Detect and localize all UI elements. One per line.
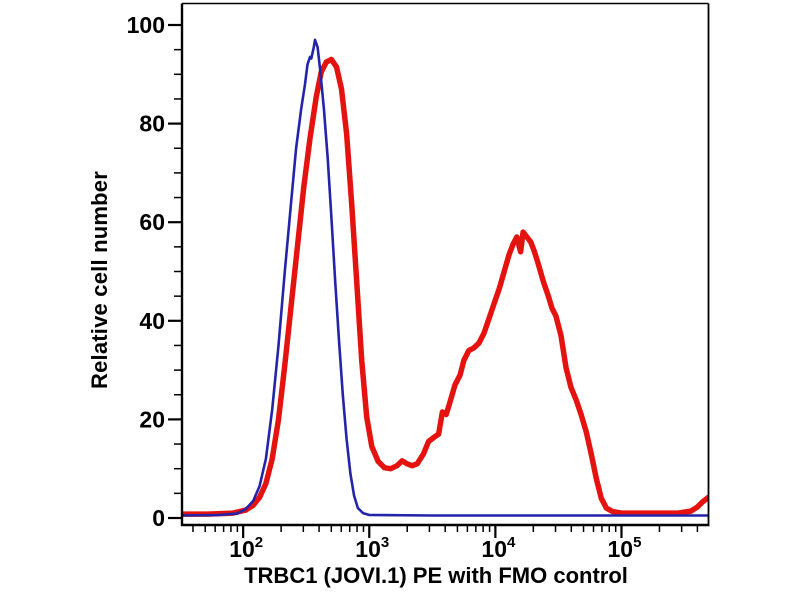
y-axis-major-ticks: [168, 23, 182, 520]
x-tick-label: 105: [608, 534, 642, 562]
y-axis-minor-ticks: [174, 48, 182, 495]
y-axis-title: Relative cell number: [87, 171, 112, 389]
y-tick-label: 60: [139, 209, 165, 235]
y-tick-label: 0: [152, 505, 165, 531]
x-axis-major-ticks: [242, 525, 623, 538]
x-axis-title: TRBC1 (JOVI.1) PE with FMO control: [244, 563, 628, 588]
y-tick-label: 40: [139, 308, 165, 334]
y-tick-label: 20: [139, 406, 165, 432]
histogram-curves: [182, 38, 709, 517]
x-tick-label: 104: [481, 534, 516, 562]
plot-frame: [180, 2, 710, 527]
trbc1-pe-curve: [182, 56, 709, 517]
fmo-control-curve: [182, 38, 709, 517]
x-axis-tick-labels: 102 103 104 105: [229, 534, 641, 562]
x-tick-label: 102: [229, 534, 263, 562]
y-tick-label: 100: [127, 12, 165, 38]
y-tick-label: 80: [139, 111, 165, 137]
x-tick-label: 103: [355, 534, 389, 562]
y-axis-tick-labels: 0 20 40 60 80 100: [127, 12, 165, 531]
